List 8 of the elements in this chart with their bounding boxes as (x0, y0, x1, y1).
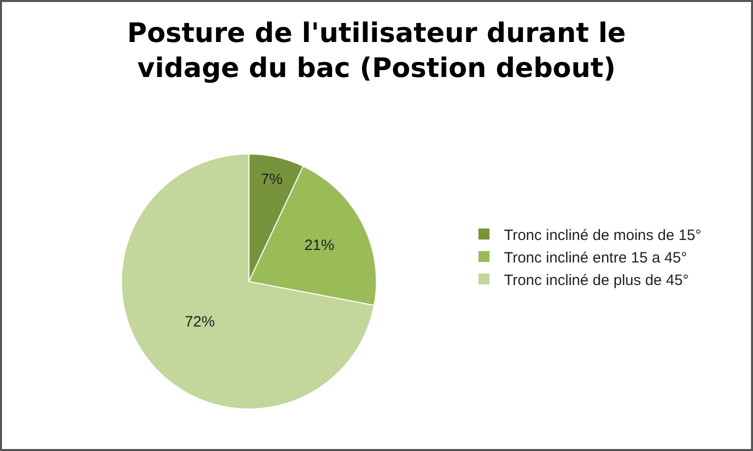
legend-label: Tronc incliné entre 15 a 45° (504, 249, 688, 266)
data-label: 7% (260, 170, 283, 188)
data-label: 72% (184, 314, 215, 331)
legend-label: Tronc incliné de plus de 45° (504, 272, 689, 289)
chart-title: Posture de l'utilisateur durant le vidage du bac (Postion debout) (126, 17, 627, 86)
pie-slice (120, 154, 375, 410)
data-label: 21% (304, 237, 334, 254)
legend-label: Tronc incliné de moins de 15° (504, 226, 702, 244)
